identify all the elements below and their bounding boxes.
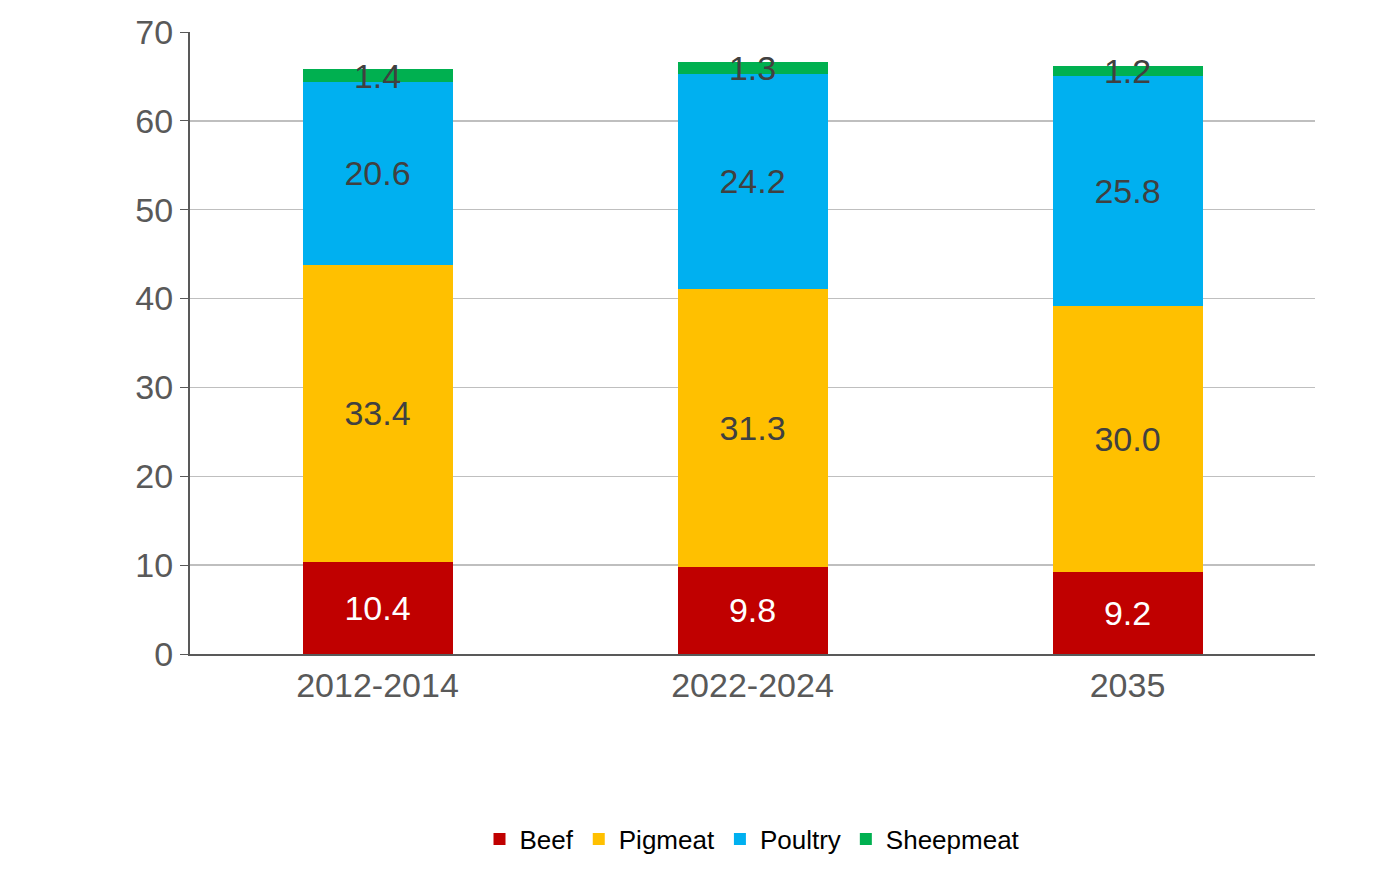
svg-text:0: 0 (154, 635, 173, 673)
svg-text:30.0: 30.0 (1094, 420, 1160, 458)
svg-text:Sheepmeat: Sheepmeat (886, 825, 1020, 855)
svg-text:30: 30 (135, 368, 173, 406)
svg-text:10: 10 (135, 546, 173, 584)
svg-text:10.4: 10.4 (344, 589, 410, 627)
svg-text:9.2: 9.2 (1104, 594, 1151, 632)
svg-text:20: 20 (135, 457, 173, 495)
svg-text:Poultry: Poultry (760, 825, 841, 855)
svg-text:2012-2014: 2012-2014 (296, 666, 459, 704)
svg-text:9.8: 9.8 (729, 591, 776, 629)
svg-text:50: 50 (135, 191, 173, 229)
svg-text:24.2: 24.2 (719, 162, 785, 200)
svg-text:33.4: 33.4 (344, 394, 410, 432)
svg-text:2035: 2035 (1090, 666, 1166, 704)
svg-text:Pigmeat: Pigmeat (619, 825, 715, 855)
svg-text:Beef: Beef (520, 825, 574, 855)
svg-text:25.8: 25.8 (1094, 172, 1160, 210)
svg-text:60: 60 (135, 102, 173, 140)
svg-text:40: 40 (135, 279, 173, 317)
svg-text:70: 70 (135, 13, 173, 51)
svg-text:1.4: 1.4 (354, 57, 401, 95)
svg-text:20.6: 20.6 (344, 154, 410, 192)
svg-text:1.3: 1.3 (729, 49, 776, 87)
svg-text:31.3: 31.3 (719, 409, 785, 447)
svg-text:2022-2024: 2022-2024 (671, 666, 834, 704)
svg-text:1.2: 1.2 (1104, 52, 1151, 90)
